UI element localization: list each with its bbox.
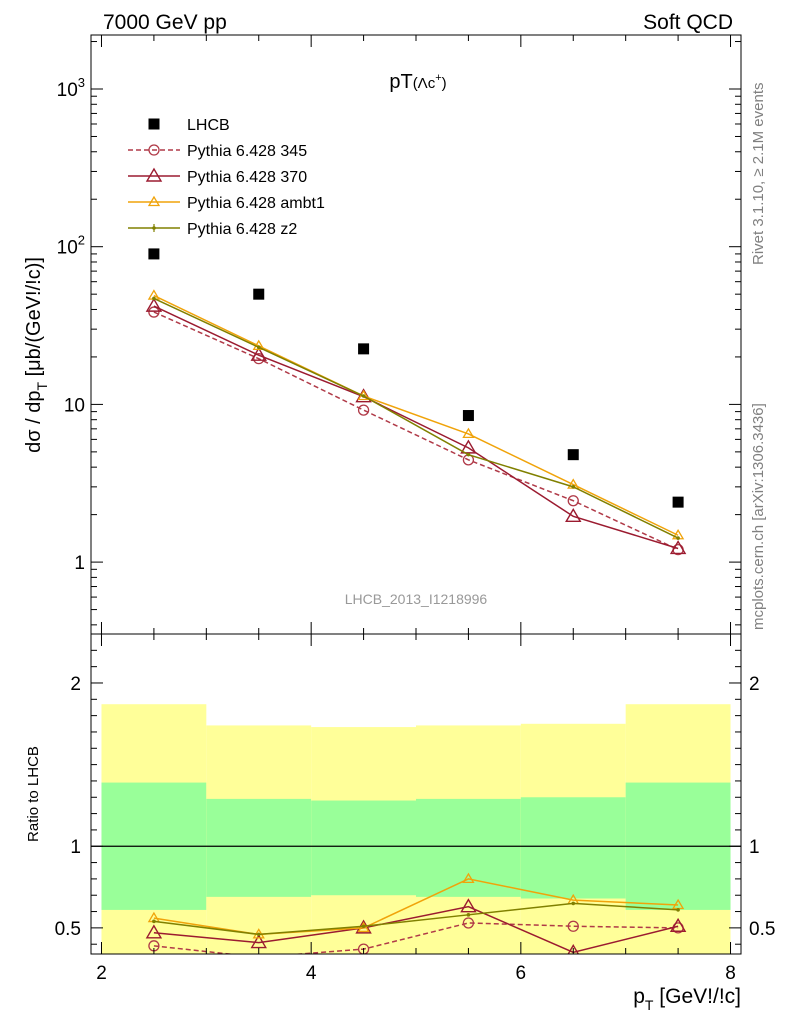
x-tick-label: 4 [306,963,317,984]
legend-marker-pythia-6-428-z2 [152,226,156,230]
legend-label-pythia-6-428-370: Pythia 6.428 370 [187,169,307,186]
main-point-pythia-6-428-370 [565,507,582,523]
main-y-tick-exponent: 3 [78,75,85,90]
ratio-y-tick-label-right: 0.5 [749,919,775,940]
ratio-point-pythia-6-428-z2 [676,908,680,912]
ratio-y-tick-label-right: 1 [749,837,760,858]
ratio-series-pythia-6-428-z2 [152,901,680,937]
main-line-pythia-6-428-ambt1 [153,294,679,536]
main-point-lhcb [358,343,370,355]
main-line-pythia-6-428-z2 [153,297,679,539]
main-point-lhcb [567,449,579,461]
ratio-line-pythia-6-428-370 [153,905,679,954]
main-series-pythia-6-428-370 [145,297,687,555]
ratio-panel: 0.5 0.5 1 1 2 2 2 4 6 8 Ratio to LHCB pT [GeV!/!c… [25,633,775,1013]
main-y-tick-exponent: 2 [78,233,85,248]
ratio-point-pythia-6-428-370 [250,934,267,949]
main-plot-marks [145,248,687,556]
analysis-label: LHCB_2013_I1218996 [345,591,488,607]
ratio-band-green [416,798,521,897]
main-point-pythia-6-428-z2 [676,536,680,540]
ratio-y-tick-label-left: 1 [70,837,81,858]
main-y-tick-label: 103 [57,75,85,101]
ratio-point-pythia-6-428-ambt1 [462,872,475,884]
main-point-lhcb [253,288,265,300]
main-point-pythia-6-428-ambt1 [462,427,475,439]
main-point-pythia-6-428-370 [355,388,372,403]
main-series-pythia-6-428-z2 [152,296,680,540]
ratio-y-tick-label-left: 0.5 [55,919,81,940]
legend-label-pythia-6-428-345: Pythia 6.428 345 [187,143,307,160]
ratio-plot-marks [91,704,741,954]
main-point-pythia-6-428-370 [145,297,163,312]
main-panel: 1 10 102 103 pT(Λc+) LHCB_2013_I1218996 dσ … [23,34,742,635]
header-energy-label: 7000 GeV pp [103,11,227,34]
ratio-band-green [311,800,416,896]
x-tick-label: 8 [725,963,736,984]
main-series-pythia-6-428-345 [148,306,684,556]
x-tick-label: 2 [96,963,107,984]
main-y-tick-label: 102 [57,233,85,259]
main-line-pythia-6-428-370 [153,305,679,550]
main-point-pythia-6-428-345 [148,306,160,318]
ratio-point-pythia-6-428-370 [669,917,687,932]
main-point-pythia-6-428-345 [357,404,370,416]
ratio-line-pythia-6-428-z2 [153,902,679,936]
ratio-point-pythia-6-428-z2 [256,932,261,937]
legend: LHCB Pythia 6.428 345 Pythia 6.428 370 Pyth… [128,117,325,238]
main-y-tick-label: 10 [64,395,85,416]
ratio-band-green [520,797,626,899]
ratio-point-pythia-6-428-z2 [571,901,576,906]
main-point-pythia-6-428-z2 [152,296,156,301]
legend-label-pythia-6-428-ambt1: Pythia 6.428 ambt1 [187,195,325,212]
main-point-pythia-6-428-z2 [256,345,261,350]
ratio-series-group [145,872,687,954]
mcplots-source-label: mcplots.cern.ch [arXiv:1306.3436] [750,403,767,630]
ratio-point-pythia-6-428-z2 [361,924,366,929]
ratio-band-green [206,798,312,897]
ratio-point-pythia-6-428-345 [462,917,475,929]
main-line-pythia-6-428-345 [153,311,679,551]
main-point-pythia-6-428-z2 [571,485,576,489]
ratio-point-pythia-6-428-370 [145,924,163,939]
main-axis-ticks: 1 10 102 103 [57,35,741,634]
main-point-lhcb [462,410,474,422]
x-tick-label: 6 [516,963,527,984]
ratio-point-pythia-6-428-345 [357,943,370,954]
main-plot-title: pT(Λc+) [389,71,446,93]
main-point-pythia-6-428-345 [253,353,265,365]
ratio-y-axis-label: Ratio to LHCB [25,746,42,842]
main-point-pythia-6-428-370 [669,540,687,555]
x-axis-label: pT [GeV!/!c] [633,985,741,1013]
main-series-lhcb [148,248,684,508]
main-point-pythia-6-428-z2 [361,394,366,398]
ratio-axis-ticks: 0.5 0.5 1 1 2 2 2 4 6 8 [55,634,775,984]
ratio-point-pythia-6-428-370 [460,898,477,913]
ratio-point-pythia-6-428-z2 [466,913,471,917]
legend-marker-pythia-6-428-345 [148,144,160,156]
main-point-lhcb [672,496,684,508]
main-point-pythia-6-428-345 [567,495,579,507]
main-y-axis-label: dσ / dpT [μb/(GeV!/!c)] [23,257,50,453]
main-point-pythia-6-428-ambt1 [252,339,265,351]
main-y-tick-label: 1 [74,553,85,574]
ratio-y-tick-label-left: 2 [70,674,81,695]
legend-marker-pythia-6-428-370 [145,167,163,182]
legend-label-pythia-6-428-z2: Pythia 6.428 z2 [187,221,297,238]
ratio-point-pythia-6-428-345 [567,920,579,932]
ratio-line-pythia-6-428-345 [153,922,679,954]
rivet-version-label: Rivet 3.1.10, ≥ 2.1M events [750,83,767,266]
header-process-label: Soft QCD [643,11,733,34]
main-point-pythia-6-428-z2 [466,452,471,457]
ratio-y-tick-label-right: 2 [749,674,760,695]
legend-marker-pythia-6-428-ambt1 [147,195,161,207]
legend-marker-lhcb [148,118,160,130]
main-point-pythia-6-428-370 [250,346,267,361]
legend-label-lhcb: LHCB [187,117,230,134]
ratio-point-pythia-6-428-370 [567,943,580,954]
main-point-lhcb [148,248,160,260]
ratio-point-pythia-6-428-z2 [152,919,156,924]
